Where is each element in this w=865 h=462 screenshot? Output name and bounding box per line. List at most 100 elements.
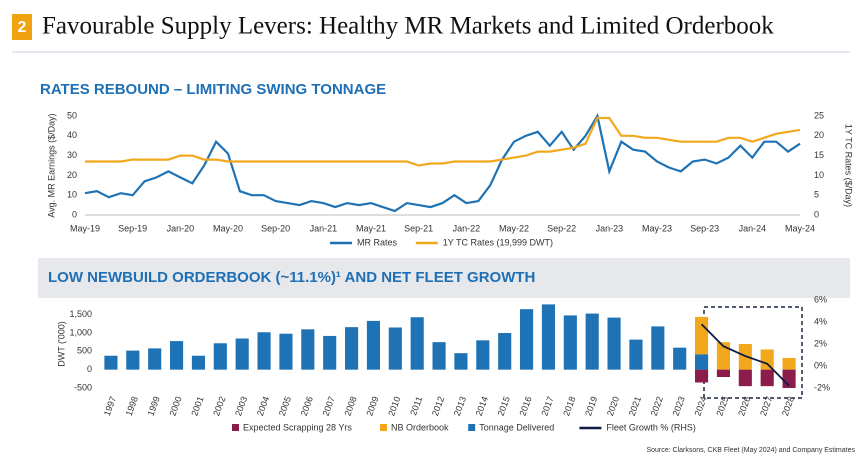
x-tick-label: 2009 (364, 395, 380, 417)
y2-tick-label: 15 (814, 150, 824, 160)
x-tick-label: 2022 (649, 395, 665, 417)
section-title: RATES REBOUND – LIMITING SWING TONNAGE (40, 81, 386, 98)
line-series (84, 113, 801, 213)
legend-swatch (232, 424, 239, 431)
legend-swatch (380, 424, 387, 431)
bar (760, 369, 774, 387)
x-tick-label: May-24 (785, 223, 815, 233)
x-tick-label: 2015 (496, 395, 512, 417)
bar (148, 348, 162, 370)
bar (191, 355, 205, 370)
y-tick-label: 0 (87, 364, 92, 374)
x-tick-label: 2014 (474, 395, 490, 417)
bar (301, 329, 315, 370)
x-tick-label: 2010 (386, 395, 402, 417)
y-tick-label: 500 (77, 346, 92, 356)
legend-label: 1Y TC Rates (19,999 DWT) (443, 237, 553, 247)
y2-tick-label: 10 (814, 170, 824, 180)
bar (170, 341, 184, 370)
bar (563, 315, 577, 370)
x-tick-label: Jan-20 (167, 223, 195, 233)
x-tick-label: 2019 (583, 395, 599, 417)
x-tick-label: May-22 (499, 223, 529, 233)
bar (366, 320, 380, 370)
y-tick-label: 1,500 (69, 309, 92, 319)
bar (213, 343, 227, 370)
y-tick-label: 50 (67, 110, 77, 120)
y-tick-label: 20 (67, 170, 77, 180)
bar (607, 317, 621, 370)
x-tick-label: May-23 (642, 223, 672, 233)
x-tick-label: Sep-22 (547, 223, 576, 233)
bar (520, 309, 534, 370)
section-title: LOW NEWBUILD ORDERBOOK (~11.1%)¹ AND NET… (48, 269, 535, 286)
x-tick-label: May-20 (213, 223, 243, 233)
bar (126, 350, 140, 370)
bar (345, 327, 359, 370)
x-tick-label: 1998 (124, 395, 140, 417)
x-tick-label: Jan-21 (310, 223, 338, 233)
y2-tick-label: -2% (814, 382, 830, 392)
bar (673, 347, 687, 370)
x-tick-label: 2006 (299, 395, 315, 417)
bar (629, 339, 643, 370)
bar (498, 333, 512, 370)
x-tick-label: Jan-24 (739, 223, 767, 233)
x-tick-label: 2003 (233, 395, 249, 417)
bar (716, 369, 730, 377)
x-tick-label: 2024 (692, 395, 708, 417)
bar (257, 332, 271, 370)
x-tick-label: 2021 (627, 395, 643, 417)
x-tick-label: 2017 (539, 395, 555, 417)
bar (651, 326, 665, 370)
x-tick-label: 2012 (430, 395, 446, 417)
y-tick-label: 40 (67, 130, 77, 140)
y-tick-label: 30 (67, 150, 77, 160)
bar (476, 340, 490, 370)
y-axis-title: Avg. MR Earnings ($/Day) (46, 113, 56, 217)
x-tick-label: 2028 (780, 395, 796, 417)
x-tick-label: 2002 (211, 395, 227, 417)
source: Source: Clarksons, CKB Fleet (May 2024) … (646, 447, 855, 454)
y2-tick-label: 0% (814, 360, 827, 370)
bar (782, 357, 796, 370)
x-tick-label: May-19 (70, 223, 100, 233)
y-tick-label: 10 (67, 190, 77, 200)
bar (738, 369, 752, 387)
bar (104, 355, 118, 370)
x-tick-label: Sep-19 (118, 223, 147, 233)
slide-title: Favourable Supply Levers: Healthy MR Mar… (42, 13, 774, 40)
y2-tick-label: 4% (814, 316, 827, 326)
bar (410, 317, 424, 370)
x-tick-label: 2004 (255, 395, 271, 417)
x-tick-label: 2008 (342, 395, 358, 417)
y2-tick-label: 6% (814, 294, 827, 304)
y-axis-title: DWT ('000) (56, 321, 66, 367)
bar (235, 338, 249, 370)
y2-tick-label: 20 (814, 130, 824, 140)
y2-tick-label: 5 (814, 190, 819, 200)
slide-number: 2 (18, 19, 27, 36)
bar (279, 333, 293, 370)
x-tick-label: 2011 (408, 395, 424, 417)
x-tick-label: Sep-21 (404, 223, 433, 233)
bar (541, 304, 555, 370)
x-tick-label: 2000 (167, 395, 183, 417)
legend-label: Expected Scrapping 28 Yrs (243, 422, 352, 432)
y2-tick-label: 25 (814, 110, 824, 120)
y2-tick-label: 2% (814, 338, 827, 348)
y-tick-label: 1,000 (69, 327, 92, 337)
x-tick-label: 2023 (671, 395, 687, 417)
legend-swatch (468, 424, 476, 431)
x-tick-label: 2016 (517, 395, 533, 417)
x-tick-label: 2027 (758, 395, 774, 417)
line-series (700, 323, 790, 387)
x-tick-label: 1999 (146, 395, 162, 417)
x-tick-label: May-21 (356, 223, 386, 233)
bar (323, 335, 337, 370)
x-tick-label: 2020 (605, 395, 621, 417)
x-tick-label: Sep-23 (690, 223, 719, 233)
x-tick-label: 1997 (102, 395, 118, 417)
y2-axis-title: 1Y TC Rates ($/Day) (844, 124, 854, 207)
bar (432, 342, 446, 370)
